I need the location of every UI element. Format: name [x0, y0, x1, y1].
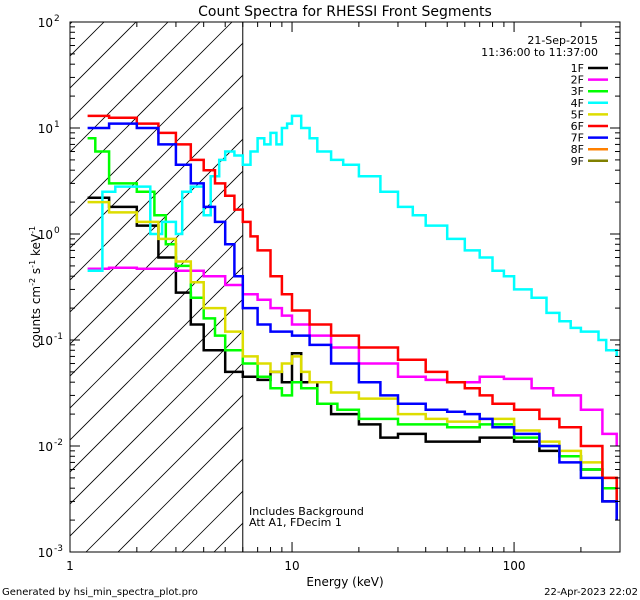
hatch-line [70, 170, 243, 345]
hatch-line [70, 202, 243, 377]
footer-generated: Generated by hsi_min_spectra_plot.pro [2, 587, 198, 598]
hatch-line [70, 22, 233, 185]
y-tick-label: 10 [38, 228, 53, 242]
legend-label: 1F [571, 62, 584, 75]
footer-timestamp: 22-Apr-2023 22:02 [544, 587, 638, 598]
legend-label: 9F [571, 155, 584, 168]
y-label-sup3: -1 [28, 226, 37, 234]
legend-label: 7F [571, 132, 584, 145]
hatch-line [70, 22, 105, 57]
background-hatch [70, 22, 243, 552]
hatch-line [70, 22, 73, 25]
y-tick-label: 10 [38, 334, 53, 348]
hatch-line [70, 74, 243, 249]
y-tick-label: 10 [38, 440, 53, 454]
axis-ticks [69, 21, 621, 553]
hatch-line [70, 22, 201, 153]
legend-label: 3F [571, 85, 584, 98]
x-tick-labels: 1 10 100 [66, 559, 525, 573]
hatch-line [70, 138, 243, 313]
y-tick-exponent: 2 [54, 14, 60, 24]
y-tick-exponent: -3 [54, 544, 63, 554]
x-tick-label: 100 [503, 559, 526, 573]
series-group [87, 114, 618, 521]
y-label-sup2: -1 [28, 260, 37, 268]
y-tick-exponent: 0 [54, 226, 60, 236]
series-6F [87, 114, 618, 502]
y-label-mid: s [29, 268, 43, 278]
hatch-line [70, 22, 137, 89]
y-label-mid2: keV [29, 233, 43, 260]
series-2F [87, 266, 618, 446]
hatch-line [70, 234, 243, 409]
hatch-line [70, 106, 243, 281]
plot-frame [69, 21, 621, 553]
hatch-line [70, 22, 169, 121]
y-label-sup1: -2 [28, 278, 37, 286]
x-tick-label: 10 [284, 559, 299, 573]
series-3F [87, 137, 618, 502]
x-tick-label: 1 [66, 559, 74, 573]
hatch-line [70, 42, 243, 217]
hatch-line [70, 298, 243, 473]
y-tick-label: 10 [38, 122, 53, 136]
y-axis-label: counts cm-2 s-1 keV-1 [28, 226, 43, 348]
series-7F [87, 122, 618, 521]
chart-title: Count Spectra for RHESSI Front Segments [198, 4, 492, 20]
x-axis-label: Energy (keV) [306, 575, 383, 589]
legend-label: 5F [571, 108, 584, 121]
note-background: Includes Background [249, 505, 364, 518]
hatch-line [70, 266, 243, 441]
series-1F [87, 196, 618, 521]
time-range-label: 11:36:00 to 11:37:00 [481, 46, 598, 59]
y-tick-exponent: -1 [54, 332, 63, 342]
hatch-line [70, 330, 243, 505]
y-label-main: counts cm [29, 286, 43, 348]
legend-label: 4F [571, 97, 584, 110]
hatch-line [117, 426, 243, 552]
date-label: 21-Sep-2015 [527, 34, 598, 47]
y-tick-exponent: -2 [54, 438, 63, 448]
y-tick-exponent: 1 [54, 120, 60, 130]
y-tick-label: 10 [38, 16, 53, 30]
series-4F [87, 114, 618, 357]
y-tick-label: 10 [38, 546, 53, 560]
note-attenuator: Att A1, FDecim 1 [249, 516, 342, 529]
hatch-line [85, 394, 243, 552]
legend-label: 6F [571, 120, 584, 133]
legend-label: 8F [571, 143, 584, 156]
hatch-line [70, 362, 243, 537]
legend-label: 2F [571, 74, 584, 87]
